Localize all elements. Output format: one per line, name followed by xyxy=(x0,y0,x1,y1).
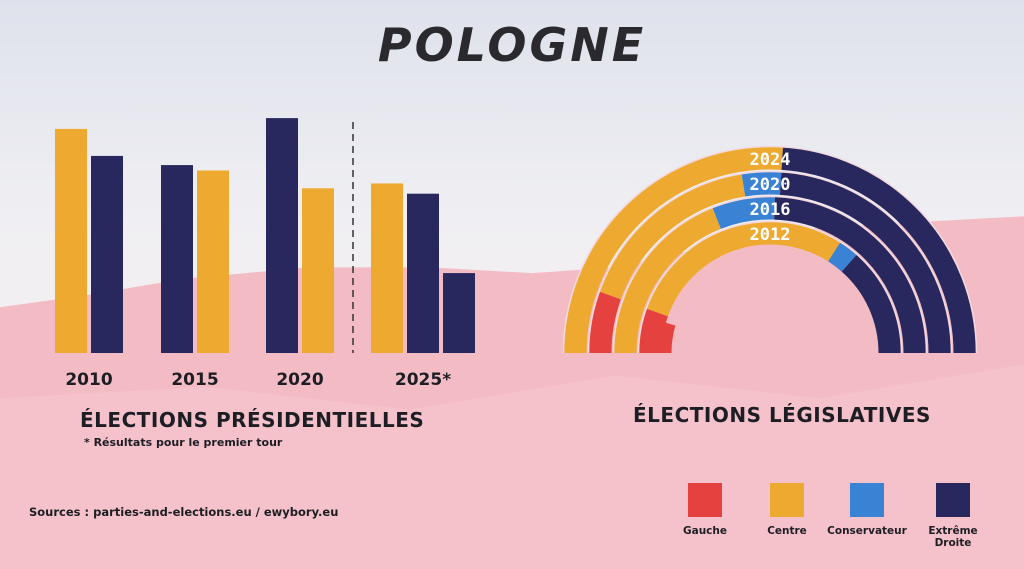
legislative-heading: ÉLECTIONS LÉGISLATIVES xyxy=(633,403,931,427)
arc-2016-conservateur xyxy=(712,196,775,229)
arc-2012-centre xyxy=(646,221,841,317)
legend-label: Extrême Droite xyxy=(928,525,978,549)
bar-2020-centre xyxy=(302,188,334,353)
arc-2012-extreme-droite xyxy=(841,254,902,354)
arc-2020-centre xyxy=(599,173,746,300)
x-tick-label: 2010 xyxy=(65,370,112,390)
legend-swatch xyxy=(688,483,722,517)
legend-item: Gauche xyxy=(660,483,750,537)
bar-2010-extreme-droite xyxy=(91,155,123,353)
ring-year-label: 2016 xyxy=(750,200,791,220)
arc-inner-gauche xyxy=(658,321,676,354)
legend-swatch xyxy=(850,483,884,517)
presidential-note: * Résultats pour le premier tour xyxy=(84,436,283,449)
bar-2015-centre xyxy=(197,170,229,353)
x-tick-label: 2015 xyxy=(171,370,218,390)
arc-2020-extreme-droite xyxy=(779,171,952,354)
ring-year-label: 2012 xyxy=(750,225,791,245)
bar-2020-extreme-droite xyxy=(266,118,298,353)
bar-2015-extreme-droite xyxy=(161,165,193,353)
legend-swatch xyxy=(936,483,970,517)
ring-separator xyxy=(612,195,928,354)
ring-separator xyxy=(562,145,978,354)
legend-item: Centre xyxy=(742,483,832,537)
arc-2020-gauche xyxy=(588,291,621,354)
arc-2024-centre xyxy=(563,146,783,354)
legend-item: Conservateur xyxy=(822,483,912,537)
sources-text: Sources : parties-and-elections.eu / ewy… xyxy=(29,505,339,519)
ring-separator xyxy=(587,170,953,354)
bar-2010-centre xyxy=(55,128,87,353)
page-title: POLOGNE xyxy=(377,18,647,72)
x-tick-label: 2025* xyxy=(395,370,451,390)
ring-separator xyxy=(637,220,903,354)
bar-2025-centre xyxy=(371,183,403,353)
arc-2024-extreme-droite xyxy=(781,146,977,354)
legend-label: Gauche xyxy=(683,525,727,537)
arc-2016-extreme-droite xyxy=(774,196,927,354)
arc-2012-conservateur xyxy=(827,241,857,272)
ring-year-label: 2024 xyxy=(750,150,791,170)
legend-label: Centre xyxy=(767,525,807,537)
legend-swatch xyxy=(770,483,804,517)
arc-2016-centre xyxy=(613,207,722,354)
x-tick-label: 2020 xyxy=(276,370,323,390)
ring-year-label: 2020 xyxy=(750,175,791,195)
presidential-heading: ÉLECTIONS PRÉSIDENTIELLES xyxy=(80,408,425,432)
legend-item: Extrême Droite xyxy=(908,483,998,549)
arc-2012-gauche xyxy=(638,308,669,354)
bar-2025-extreme-droite xyxy=(443,273,475,353)
arc-2020-conservateur xyxy=(741,171,782,197)
legend-label: Conservateur xyxy=(827,525,907,537)
bar-2025-extreme-droite xyxy=(407,193,439,353)
